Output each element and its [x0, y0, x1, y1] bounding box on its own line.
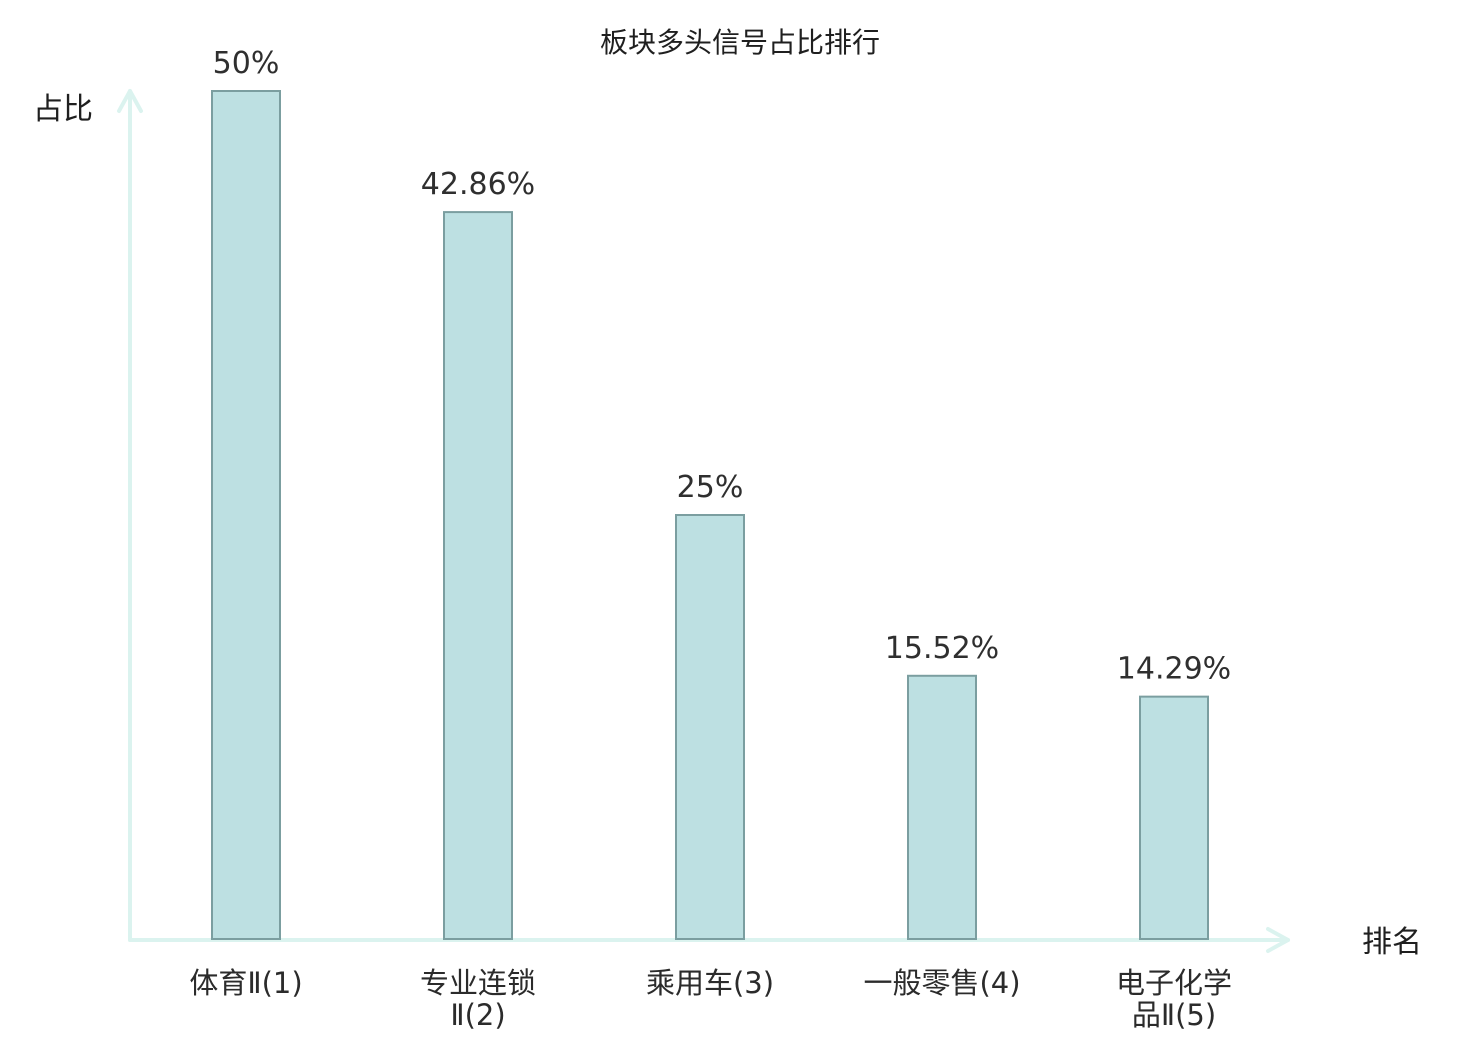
category-label-line-5-1: 电子化学 — [1116, 966, 1232, 1000]
bars-layer — [211, 90, 1209, 941]
category-label-5: 电子化学品Ⅱ(5) — [1116, 966, 1232, 1032]
category-labels-layer: 体育Ⅱ(1) 专业连锁 Ⅱ(2) 乘用车(3) 一般零售(4) 电子化学品Ⅱ(5) — [189, 966, 1232, 1032]
bar-5 — [1139, 695, 1209, 940]
category-label-line-1-1: 体育Ⅱ(1) — [189, 966, 302, 1000]
bar-4 — [907, 674, 977, 941]
x-axis-label: 排名 — [1362, 925, 1422, 960]
x-axis-arrow-icon — [1266, 927, 1290, 953]
y-axis-arrow-icon — [117, 89, 143, 113]
value-label-3: 25% — [677, 470, 744, 505]
y-axis-label: 占比 — [33, 92, 93, 127]
category-label-line-2-2: Ⅱ(2) — [450, 998, 505, 1032]
bar-3 — [675, 514, 745, 940]
value-label-2: 42.86% — [421, 167, 535, 202]
value-label-5: 14.29% — [1117, 652, 1231, 687]
category-label-line-4-1: 一般零售(4) — [863, 966, 1020, 1000]
bar-2 — [443, 211, 513, 940]
category-label-1: 体育Ⅱ(1) — [189, 966, 302, 1000]
category-label-line-2-1: 专业连锁 — [420, 966, 536, 1000]
category-label-line-3-1: 乘用车(3) — [646, 966, 774, 1000]
chart-title: 板块多头信号占比排行 — [600, 26, 880, 59]
value-label-1: 50% — [213, 46, 280, 81]
category-label-4: 一般零售(4) — [863, 966, 1020, 1000]
bar-1 — [211, 90, 281, 940]
category-label-2: 专业连锁 Ⅱ(2) — [420, 966, 536, 1032]
value-labels-layer: 50% 42.86% 25% 15.52% 14.29% — [213, 46, 1232, 687]
value-label-4: 15.52% — [885, 631, 999, 666]
category-label-line-5-2: 品Ⅱ(5) — [1132, 998, 1216, 1032]
category-label-3: 乘用车(3) — [646, 966, 774, 1000]
